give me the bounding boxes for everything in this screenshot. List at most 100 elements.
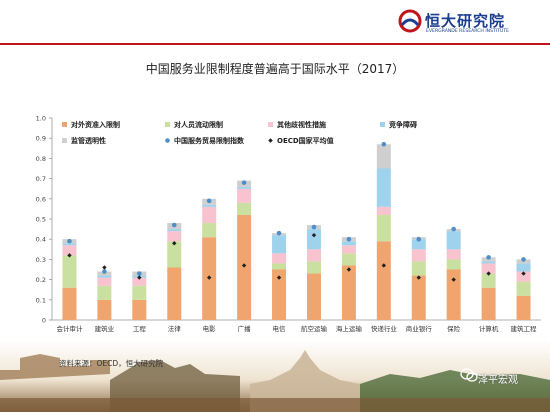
oecd-average-point	[416, 275, 421, 280]
oecd-average-point	[137, 275, 142, 280]
oecd-average-point	[311, 232, 317, 238]
oecd-average-point	[67, 253, 72, 258]
bar-segment	[272, 263, 287, 270]
bar-segment	[97, 275, 112, 278]
bar-segment	[446, 231, 461, 250]
x-tick-label: 建筑业	[95, 324, 115, 333]
bar-segment	[446, 249, 461, 260]
china-index-point	[137, 271, 142, 276]
y-tick-label: 0.4	[36, 236, 46, 244]
y-tick-label: 0.2	[36, 276, 46, 284]
oecd-average-point	[486, 271, 491, 276]
bar-segment	[167, 267, 182, 320]
footer-landscape	[0, 340, 550, 412]
bar-segment	[97, 299, 112, 320]
legend-marker	[165, 138, 170, 143]
china-index-point	[451, 226, 456, 232]
bar-segment	[202, 206, 217, 224]
x-tick-label: 商业银行	[406, 324, 433, 333]
china-index-point	[171, 222, 177, 228]
watermark-text: 泽平宏观	[478, 375, 518, 386]
y-tick-label: 1.0	[36, 115, 46, 123]
bar-segment	[272, 253, 287, 264]
bar-segment	[306, 249, 321, 262]
bar-segment	[411, 275, 426, 320]
legend-label: OECD国家平均值	[277, 136, 334, 145]
bar-segment	[481, 273, 496, 288]
oecd-average-point	[346, 267, 352, 272]
legend-marker	[268, 138, 273, 143]
legend-label: 对人员流动限制	[174, 120, 223, 129]
legend-label: 竞争障碍	[388, 120, 417, 129]
bar-segment	[306, 261, 321, 274]
legend-label: 监管透明性	[71, 136, 106, 145]
brand-name: 恒大研究院	[425, 12, 506, 30]
legend-swatch	[380, 122, 385, 127]
x-tick-label: 会计审计	[56, 324, 83, 333]
bar-segment	[167, 241, 182, 268]
legend-label: 中国服务贸易限制指数	[174, 136, 245, 145]
legend-swatch	[62, 122, 67, 127]
bar-segment	[167, 229, 182, 232]
china-index-point	[241, 180, 247, 185]
legend-label: 其他歧视性措施	[277, 120, 326, 129]
bar-segment	[341, 241, 356, 246]
bar-segment	[516, 295, 531, 320]
x-tick-label: 建筑工程	[511, 324, 538, 333]
x-tick-label: 保险	[447, 324, 461, 333]
legend-label: 对外资准入限制	[71, 120, 120, 129]
china-index-point	[416, 236, 422, 242]
bar-segment	[376, 206, 391, 215]
bar-segment	[132, 277, 147, 286]
bar-segment	[446, 259, 461, 270]
bar-segment	[411, 249, 426, 262]
bar-segment	[411, 261, 426, 276]
oecd-average-point	[241, 263, 247, 268]
bar-segment	[132, 299, 147, 320]
bar-segment	[62, 243, 77, 246]
bar-segment	[341, 253, 356, 266]
y-tick-label: 0.5	[36, 216, 46, 224]
x-tick-label: 法律	[168, 324, 182, 333]
china-index-point	[276, 230, 282, 236]
china-index-point	[486, 255, 491, 260]
bar-segment	[411, 239, 426, 250]
oecd-average-point	[206, 275, 212, 280]
bar-segment	[62, 255, 77, 288]
bar-segment	[341, 245, 356, 254]
legend-swatch	[165, 122, 170, 127]
bar-segment	[481, 263, 496, 274]
bar-segment	[376, 241, 391, 320]
evergrande-logo-icon	[398, 9, 422, 33]
oecd-average-point	[521, 271, 526, 276]
china-index-point	[102, 269, 107, 274]
x-tick-label: 电影	[203, 324, 217, 333]
china-index-point	[346, 236, 352, 242]
bar-segment	[202, 223, 217, 238]
bar-segment	[237, 202, 252, 215]
bar-segment	[376, 168, 391, 207]
legend-swatch	[62, 138, 67, 143]
bar-segment	[97, 285, 112, 300]
x-tick-label: 航空运输	[301, 324, 328, 333]
wechat-icon	[460, 368, 478, 382]
bar-segment	[376, 144, 391, 169]
y-tick-label: 0.9	[36, 135, 46, 143]
china-index-point	[206, 198, 212, 204]
china-index-point	[311, 224, 317, 230]
bar-segment	[341, 265, 356, 320]
bar-segment	[132, 285, 147, 300]
source-note: 资料来源：OECD，恒大研究院	[59, 359, 164, 368]
x-tick-label: 计算机	[479, 324, 499, 333]
bar-segment	[62, 287, 77, 320]
bar-segment	[237, 186, 252, 189]
chart-title: 中国服务业限制程度普遍高于国际水平（2017）	[145, 62, 405, 76]
bar-segment	[376, 214, 391, 242]
oecd-average-point	[102, 265, 107, 270]
y-tick-label: 0.6	[36, 195, 46, 203]
y-tick-label: 0.1	[36, 296, 46, 304]
bar-segment	[481, 261, 496, 264]
x-tick-label: 工程	[133, 324, 147, 333]
